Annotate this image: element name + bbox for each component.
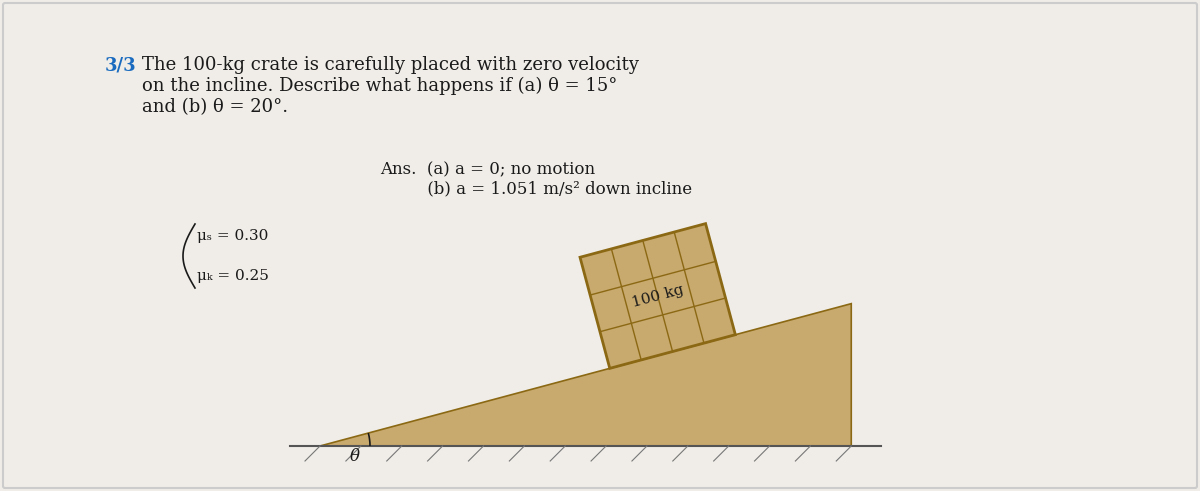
- Text: θ: θ: [349, 448, 360, 465]
- Polygon shape: [580, 223, 736, 368]
- Text: The 100-kg crate is carefully placed with zero velocity
on the incline. Describe: The 100-kg crate is carefully placed wit…: [142, 56, 638, 116]
- Text: 100 kg: 100 kg: [630, 282, 685, 310]
- Text: Ans.  (a) a = 0; no motion
         (b) a = 1.051 m/s² down incline: Ans. (a) a = 0; no motion (b) a = 1.051 …: [380, 161, 692, 197]
- FancyBboxPatch shape: [4, 3, 1198, 488]
- Text: 3/3: 3/3: [106, 56, 137, 74]
- Text: μₛ = 0.30: μₛ = 0.30: [197, 229, 269, 243]
- Text: μₖ = 0.25: μₖ = 0.25: [197, 269, 269, 283]
- Polygon shape: [320, 303, 851, 446]
